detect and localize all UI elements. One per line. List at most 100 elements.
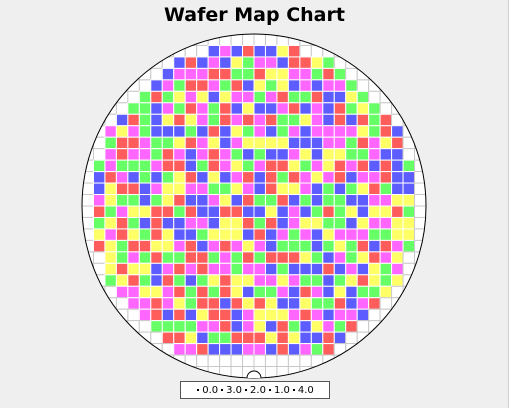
die-cell	[356, 79, 370, 92]
die-cell	[368, 67, 381, 81]
die-cell	[207, 262, 221, 276]
die-cell	[264, 182, 278, 196]
die-cell	[196, 56, 209, 69]
die-cell	[230, 274, 244, 287]
die-cell	[161, 136, 175, 150]
die-cell	[82, 136, 94, 150]
die-cell	[264, 285, 278, 299]
die-cell	[276, 113, 289, 127]
die-cell	[379, 251, 393, 264]
legend-label: 2.0	[250, 384, 266, 396]
die-cell	[276, 239, 289, 253]
die-cell	[276, 308, 289, 322]
die-cell	[264, 113, 278, 127]
die-cell	[161, 216, 175, 230]
die-cell	[207, 320, 221, 333]
die-cell	[230, 194, 244, 207]
chart-title: Wafer Map Chart	[164, 4, 345, 26]
die-cell	[207, 171, 221, 184]
die-cell	[184, 331, 198, 345]
die-cell	[368, 297, 381, 310]
die-cell	[310, 205, 324, 218]
die-cell	[379, 274, 393, 287]
die-cell	[402, 194, 416, 207]
die-cell	[230, 171, 244, 184]
die-cell	[138, 228, 152, 241]
die-cell	[299, 67, 312, 81]
die-cell	[276, 331, 289, 345]
die-cell	[150, 67, 163, 81]
die-cell	[253, 320, 266, 333]
die-cell	[379, 159, 393, 173]
die-cell	[242, 34, 255, 46]
die-cell	[310, 194, 324, 207]
die-cell	[184, 56, 198, 69]
die-cell	[230, 297, 244, 310]
die-cell	[92, 228, 106, 241]
die-cell	[196, 216, 209, 230]
die-cell	[219, 113, 232, 127]
die-cell	[207, 297, 221, 310]
die-cell	[287, 251, 301, 264]
die-cell	[242, 148, 255, 161]
die-cell	[207, 148, 221, 161]
die-cell	[115, 136, 129, 150]
die-cell	[230, 251, 244, 264]
die-cell	[322, 136, 335, 150]
die-cell	[322, 171, 335, 184]
die-cell	[333, 216, 347, 230]
die-cell	[345, 331, 358, 345]
die-cell	[161, 90, 175, 104]
die-cell	[207, 285, 221, 299]
die-cell	[310, 171, 324, 184]
die-cell	[368, 182, 381, 196]
die-cell	[333, 125, 347, 138]
die-cell	[219, 136, 232, 150]
die-cell	[196, 67, 209, 81]
die-cell	[391, 228, 404, 241]
die-cell	[219, 205, 232, 218]
die-cell	[242, 90, 255, 104]
die-cell	[173, 285, 186, 299]
die-cell	[276, 194, 289, 207]
legend-marker	[221, 389, 224, 391]
die-cell	[264, 205, 278, 218]
die-cell	[356, 102, 370, 115]
die-cell	[161, 171, 175, 184]
die-cell	[345, 216, 358, 230]
die-cell	[138, 90, 152, 104]
die-cell	[368, 125, 381, 138]
die-cell	[138, 125, 152, 138]
die-cell	[310, 136, 324, 150]
die-cell	[402, 182, 416, 196]
die-cell	[242, 194, 255, 207]
die-cell	[299, 171, 312, 184]
die-cell	[242, 44, 255, 58]
die-cell	[138, 182, 152, 196]
legend: 0.0 3.0 2.0 1.0 4.0	[180, 381, 330, 399]
die-cell	[299, 102, 312, 115]
die-cell	[253, 285, 266, 299]
die-cell	[242, 274, 255, 287]
wafer-notch	[246, 370, 262, 379]
die-cell	[345, 308, 358, 322]
die-cell	[184, 205, 198, 218]
die-cell	[276, 228, 289, 241]
die-cell	[356, 320, 370, 333]
die-cell	[356, 285, 370, 299]
die-cell	[391, 125, 404, 138]
die-cell	[264, 320, 278, 333]
die-cell	[345, 239, 358, 253]
die-cell	[173, 251, 186, 264]
die-cell	[276, 251, 289, 264]
die-cell	[299, 239, 312, 253]
die-cell	[161, 274, 175, 287]
die-cell	[196, 125, 209, 138]
die-cell	[299, 354, 312, 368]
die-cell	[287, 308, 301, 322]
die-cell	[184, 194, 198, 207]
die-cell	[299, 44, 312, 58]
die-cell	[207, 216, 221, 230]
die-cell	[161, 251, 175, 264]
